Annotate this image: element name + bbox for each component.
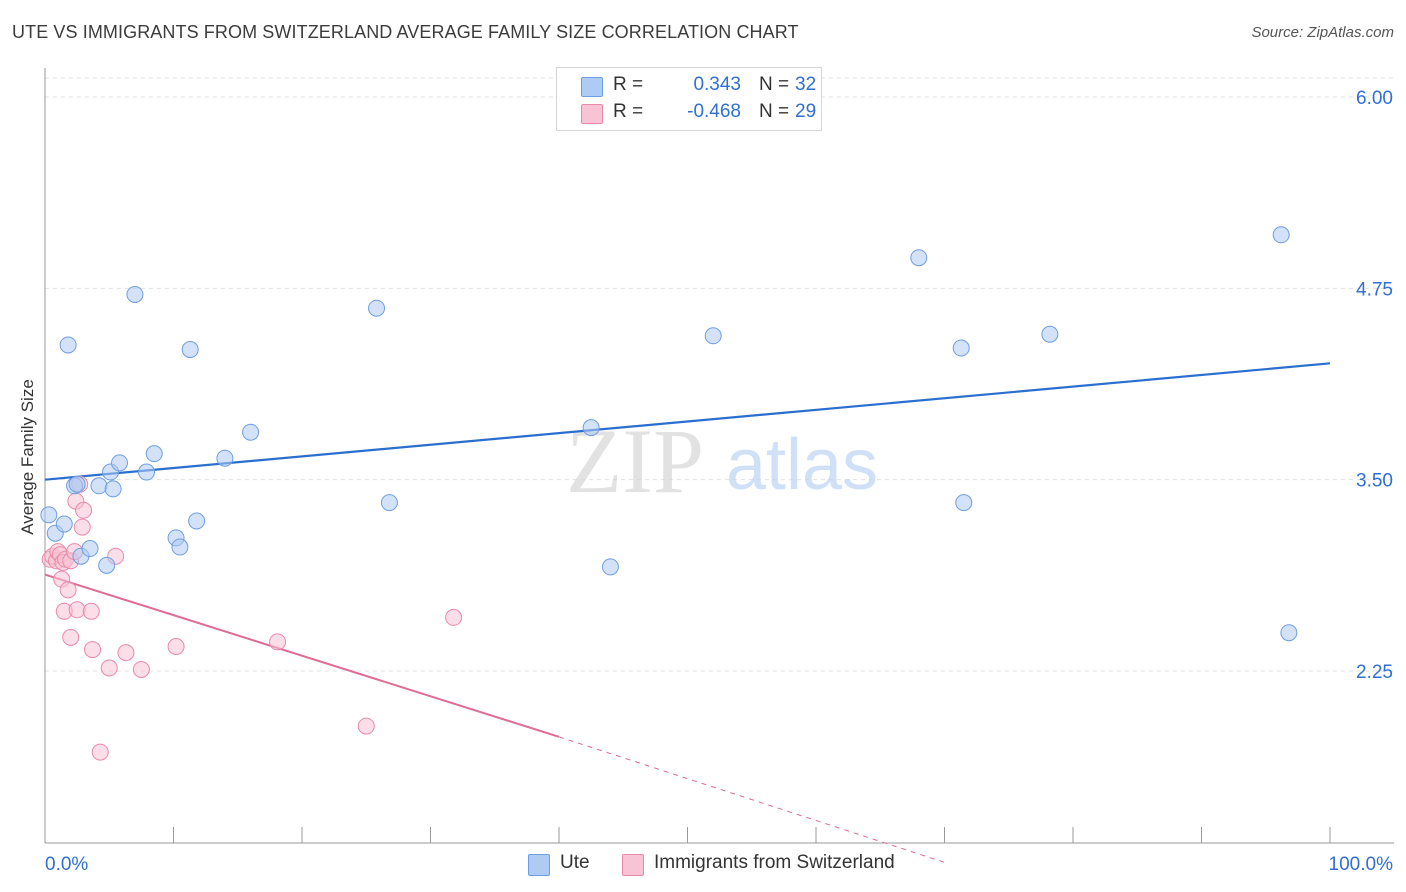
trend-line-swiss bbox=[44, 573, 560, 738]
x-tick-label: 100.0% bbox=[1329, 854, 1394, 875]
series-legend: Ute Immigrants from Switzerland bbox=[0, 852, 1406, 878]
watermark-atlas: atlas bbox=[726, 425, 878, 505]
legend-r-label: R = bbox=[613, 101, 644, 122]
data-point-ute bbox=[1041, 325, 1059, 343]
data-point-swiss bbox=[445, 608, 463, 626]
data-point-ute bbox=[55, 515, 73, 533]
y-axis-label: Average Family Size bbox=[18, 379, 37, 535]
data-point-ute bbox=[582, 419, 600, 437]
axes bbox=[44, 68, 1394, 844]
data-point-ute bbox=[40, 506, 58, 524]
data-point-ute bbox=[59, 336, 77, 354]
data-point-swiss bbox=[117, 644, 135, 662]
data-point-ute bbox=[145, 445, 163, 463]
series-swatch-ute bbox=[528, 854, 550, 876]
y-tick-label: 3.50 bbox=[1356, 471, 1393, 492]
trend-line-ute bbox=[44, 362, 1331, 481]
series-label-ute: Ute bbox=[560, 852, 590, 873]
source-label: Source: ZipAtlas.com bbox=[1251, 24, 1394, 41]
legend-n-value: 29 bbox=[795, 101, 817, 122]
data-point-swiss bbox=[59, 581, 77, 599]
data-point-swiss bbox=[357, 717, 375, 735]
legend-swatch-ute bbox=[581, 77, 603, 97]
data-point-ute bbox=[955, 494, 973, 512]
data-point-swiss bbox=[75, 501, 93, 519]
data-point-ute bbox=[242, 423, 260, 441]
data-point-ute bbox=[68, 475, 86, 493]
series-label-swiss: Immigrants from Switzerland bbox=[654, 852, 895, 873]
data-point-swiss bbox=[100, 659, 118, 677]
data-point-ute bbox=[126, 285, 144, 303]
stats-legend: R = 0.343 N = 32 R = -0.468 N = 29 bbox=[556, 67, 822, 131]
legend-n-value: 32 bbox=[795, 74, 817, 95]
series-swatch-swiss bbox=[622, 854, 644, 876]
data-point-ute bbox=[171, 538, 189, 556]
data-point-ute bbox=[1272, 226, 1290, 244]
data-point-ute bbox=[380, 494, 398, 512]
legend-n-label: N = bbox=[759, 101, 790, 122]
data-point-swiss bbox=[84, 641, 102, 659]
data-point-ute bbox=[601, 558, 619, 576]
data-point-swiss bbox=[269, 633, 287, 651]
data-point-swiss bbox=[82, 602, 100, 620]
data-point-ute bbox=[138, 463, 156, 481]
legend-n-label: N = bbox=[759, 74, 790, 95]
data-point-ute bbox=[188, 512, 206, 530]
y-tick-label: 4.75 bbox=[1356, 279, 1393, 300]
data-point-swiss bbox=[167, 638, 185, 656]
data-point-swiss bbox=[62, 628, 80, 646]
x-tick-label: 0.0% bbox=[45, 854, 88, 875]
y-tick-label: 6.00 bbox=[1356, 88, 1393, 109]
data-point-ute bbox=[81, 540, 99, 558]
data-point-ute bbox=[111, 454, 129, 472]
data-point-swiss bbox=[73, 518, 91, 536]
data-point-ute bbox=[952, 339, 970, 357]
data-point-ute bbox=[704, 327, 722, 345]
y-tick-label: 2.25 bbox=[1356, 662, 1393, 683]
data-point-swiss bbox=[91, 743, 109, 761]
legend-swatch-swiss bbox=[581, 104, 603, 124]
watermark: ZIP atlas bbox=[566, 410, 878, 512]
data-point-ute bbox=[910, 249, 928, 267]
grid-lines bbox=[45, 77, 1394, 672]
tick-labels: 2.25 3.50 4.75 6.00 0.0% 100.0% bbox=[45, 88, 1393, 875]
data-point-swiss bbox=[68, 601, 86, 619]
data-point-ute bbox=[98, 556, 116, 574]
trend-lines bbox=[44, 362, 1331, 863]
data-points bbox=[40, 226, 1298, 761]
data-point-ute bbox=[216, 449, 234, 467]
legend-r-label: R = bbox=[613, 74, 644, 95]
data-point-ute bbox=[181, 341, 199, 359]
data-point-ute bbox=[90, 477, 108, 495]
data-point-ute bbox=[368, 299, 386, 317]
data-point-ute bbox=[104, 480, 122, 498]
legend-r-value: -0.468 bbox=[687, 101, 741, 122]
data-point-ute bbox=[1280, 624, 1298, 642]
data-point-swiss bbox=[132, 660, 150, 678]
trend-line-swiss-extension bbox=[558, 736, 945, 863]
legend-r-value: 0.343 bbox=[693, 74, 741, 95]
chart-title: UTE VS IMMIGRANTS FROM SWITZERLAND AVERA… bbox=[12, 22, 799, 42]
